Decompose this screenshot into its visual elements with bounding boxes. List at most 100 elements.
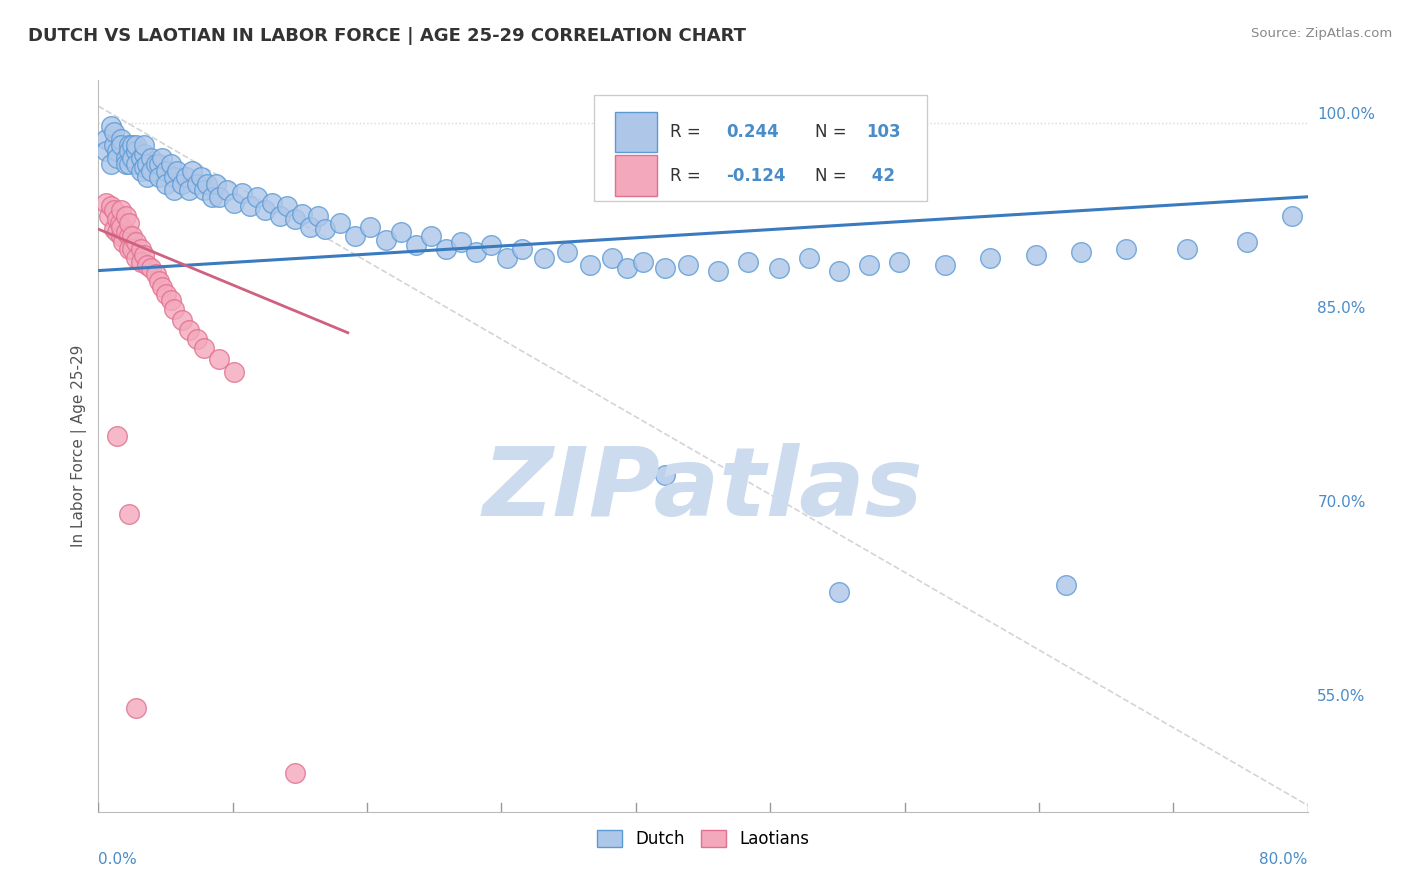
Point — [555, 245, 578, 260]
Point — [374, 233, 396, 247]
Point — [174, 170, 197, 185]
Point — [110, 219, 132, 234]
Point — [105, 211, 128, 226]
Point — [201, 190, 224, 204]
Point — [150, 151, 173, 165]
Point — [125, 701, 148, 715]
Point — [224, 196, 246, 211]
Point — [118, 138, 141, 153]
Point — [284, 211, 307, 226]
Point — [118, 145, 141, 159]
Point — [114, 157, 136, 171]
Point — [148, 274, 170, 288]
Point — [934, 259, 956, 273]
FancyBboxPatch shape — [595, 95, 927, 201]
Point — [141, 164, 163, 178]
Point — [179, 323, 201, 337]
Point — [100, 119, 122, 133]
Point — [118, 242, 141, 256]
Point — [737, 254, 759, 268]
Text: Source: ZipAtlas.com: Source: ZipAtlas.com — [1251, 27, 1392, 40]
Point — [533, 251, 555, 265]
Text: -0.124: -0.124 — [725, 167, 786, 185]
Point — [276, 199, 298, 213]
Point — [100, 199, 122, 213]
Point — [118, 228, 141, 243]
Point — [105, 151, 128, 165]
Point — [654, 260, 676, 275]
Point — [111, 235, 134, 249]
Point — [329, 216, 352, 230]
Point — [105, 145, 128, 159]
Point — [246, 190, 269, 204]
Legend: Dutch, Laotians: Dutch, Laotians — [591, 823, 815, 855]
Point — [1281, 209, 1303, 223]
Point — [389, 225, 412, 239]
Point — [108, 216, 131, 230]
Text: R =: R = — [671, 167, 706, 185]
Point — [707, 263, 730, 277]
Point — [121, 228, 143, 243]
Point — [135, 157, 157, 171]
Point — [253, 202, 276, 217]
Point — [141, 260, 163, 275]
Text: ZIPatlas: ZIPatlas — [482, 443, 924, 536]
Point — [132, 248, 155, 262]
Point — [344, 228, 367, 243]
Point — [145, 157, 167, 171]
Text: 103: 103 — [866, 123, 901, 141]
Point — [170, 312, 193, 326]
Text: 42: 42 — [866, 167, 896, 185]
Point — [420, 228, 443, 243]
Point — [129, 242, 152, 256]
Point — [1024, 248, 1046, 262]
Point — [299, 219, 322, 234]
Point — [132, 147, 155, 161]
Point — [481, 237, 503, 252]
Point — [145, 268, 167, 282]
Point — [155, 177, 177, 191]
Point — [858, 259, 880, 273]
Point — [135, 170, 157, 185]
Point — [110, 202, 132, 217]
Point — [465, 245, 488, 260]
Point — [1115, 242, 1137, 256]
Point — [314, 222, 336, 236]
Point — [307, 209, 329, 223]
Point — [150, 280, 173, 294]
Point — [121, 138, 143, 153]
Point — [125, 138, 148, 153]
Point — [110, 131, 132, 145]
Point — [631, 254, 654, 268]
Point — [148, 170, 170, 185]
Point — [155, 164, 177, 178]
Text: DUTCH VS LAOTIAN IN LABOR FORCE | AGE 25-29 CORRELATION CHART: DUTCH VS LAOTIAN IN LABOR FORCE | AGE 25… — [28, 27, 747, 45]
Point — [205, 177, 228, 191]
Point — [179, 183, 201, 197]
Point — [1175, 242, 1198, 256]
Point — [166, 164, 188, 178]
Point — [510, 242, 533, 256]
Point — [105, 429, 128, 443]
Point — [114, 151, 136, 165]
Point — [797, 251, 820, 265]
Point — [118, 216, 141, 230]
Point — [1236, 235, 1258, 249]
Point — [1070, 245, 1092, 260]
Point — [110, 228, 132, 243]
Point — [103, 222, 125, 236]
Point — [186, 332, 208, 346]
Point — [231, 186, 253, 200]
Point — [103, 125, 125, 139]
Point — [193, 341, 215, 355]
Point — [129, 254, 152, 268]
Point — [103, 202, 125, 217]
Point — [132, 160, 155, 174]
Point — [163, 302, 186, 317]
Point — [578, 259, 600, 273]
Point — [121, 242, 143, 256]
Point — [160, 157, 183, 171]
Point — [160, 293, 183, 308]
Point — [103, 138, 125, 153]
Point — [132, 138, 155, 153]
